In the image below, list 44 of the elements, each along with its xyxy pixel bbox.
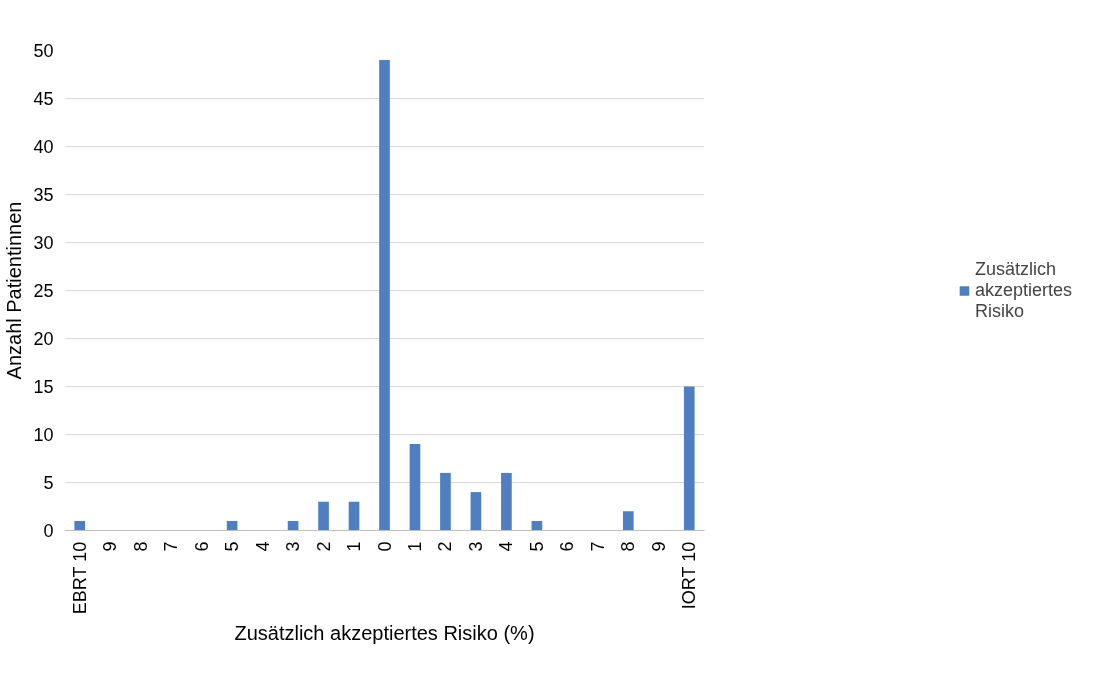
x-tick-label: 8 [618,541,639,552]
x-tick-label: 5 [526,541,547,552]
x-tick-label: 3 [283,541,304,552]
x-tick-label: 1 [344,541,365,552]
legend-label: Zusätzlich akzeptiertes Risiko [974,258,1073,322]
x-tick-label: 2 [435,541,456,552]
x-tick-label: 9 [100,541,121,552]
x-tick-label: EBRT 10 [69,541,90,615]
x-tick-label: 5 [222,541,243,552]
bar [348,501,360,531]
y-tick-label: 20 [33,329,54,349]
y-tick-label: 5 [43,473,54,493]
y-tick-label: 15 [33,377,54,397]
x-tick-label: 9 [648,541,669,552]
x-tick-label: 4 [496,541,517,552]
bar [318,501,329,531]
y-tick-label: 30 [33,233,54,253]
x-tick-label: 7 [587,541,608,552]
y-tick-label: 10 [33,425,54,445]
bar [622,511,634,531]
bar [440,472,451,531]
x-tick-label: 3 [465,541,486,552]
bar [409,444,421,531]
bar [683,386,695,531]
x-tick-label: 4 [252,541,273,552]
x-axis-title: Zusätzlich akzeptiertes Risiko (%) [234,622,535,645]
x-tick-label: 2 [313,541,334,552]
y-tick-label: 25 [33,281,54,301]
x-tick-label: 7 [161,541,182,552]
x-tick-label: IORT 10 [679,541,700,610]
y-tick-label: 40 [33,137,54,157]
bar [379,60,390,531]
x-tick-label: 8 [130,541,151,552]
x-tick-label: 6 [557,541,578,552]
x-tick-label: 1 [404,541,425,552]
bar [470,492,482,531]
x-tick-label: 6 [191,541,212,552]
y-axis-title: Anzahl Patientinnen [3,201,26,380]
y-tick-label: 35 [33,185,54,205]
bar [501,472,512,531]
x-tick-label: 0 [374,541,395,552]
bar [74,520,86,531]
y-tick-label: 50 [33,41,54,61]
y-tick-label: 45 [33,89,54,109]
